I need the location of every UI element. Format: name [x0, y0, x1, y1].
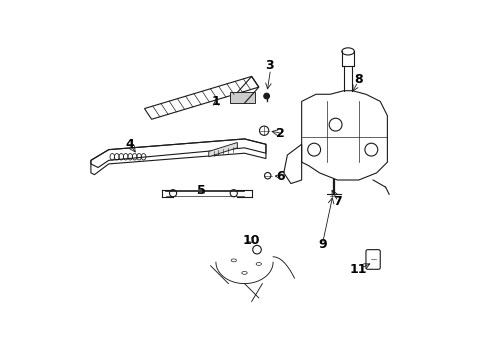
Text: 7: 7 [332, 195, 341, 208]
Text: 10: 10 [243, 234, 260, 247]
Text: 6: 6 [275, 170, 284, 183]
Text: 9: 9 [318, 238, 327, 251]
Text: 1: 1 [211, 95, 220, 108]
Text: 8: 8 [354, 73, 363, 86]
Circle shape [263, 93, 269, 99]
Text: 3: 3 [264, 59, 273, 72]
Text: 4: 4 [125, 138, 134, 151]
Text: 5: 5 [197, 184, 205, 197]
Text: 11: 11 [349, 263, 367, 276]
Text: 2: 2 [275, 127, 284, 140]
Polygon shape [208, 143, 237, 157]
Polygon shape [230, 93, 255, 103]
